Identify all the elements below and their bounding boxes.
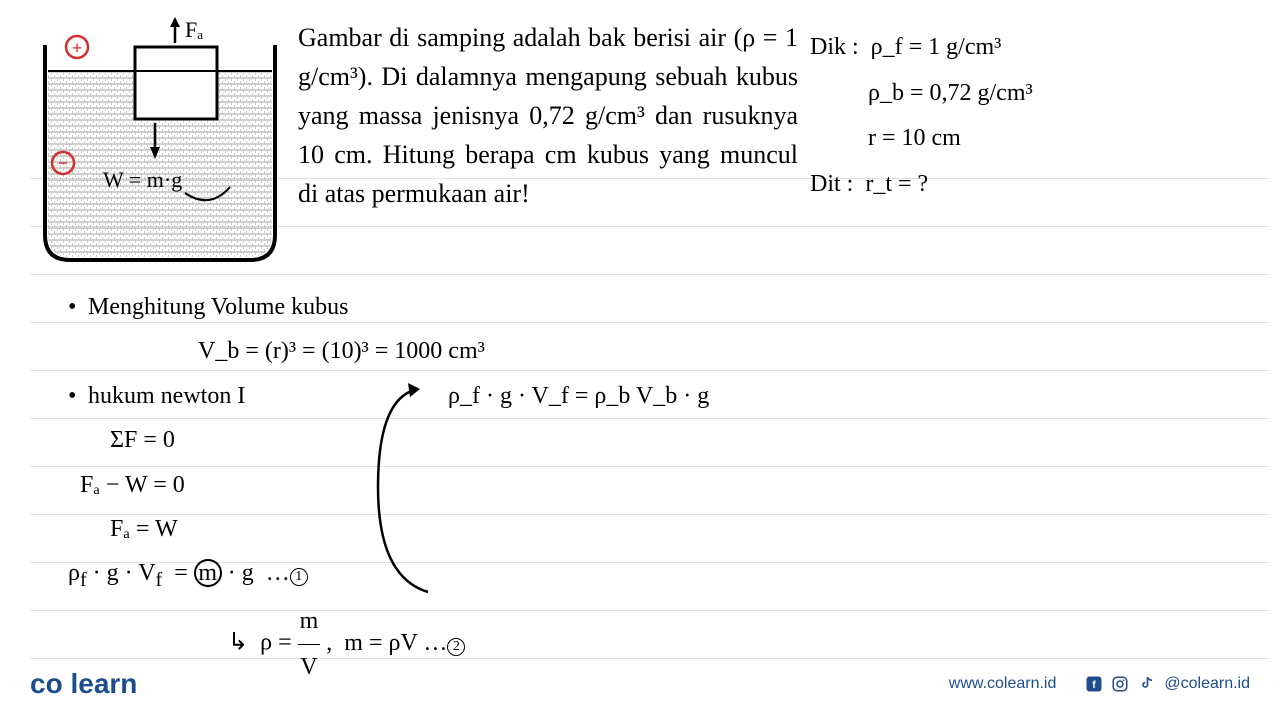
footer-url: www.colearn.id [949, 675, 1057, 693]
footer: co learn www.colearn.id f @colearn.id [30, 668, 1250, 700]
rho-b-value: ρ_b = 0,72 g/cm³ [868, 80, 1033, 106]
svg-text:Fₐ: Fₐ [185, 17, 203, 42]
solution-work: •Menghitung Volume kubus V_b = (r)³ = (1… [68, 285, 868, 689]
step1-equation: V_b = (r)³ = (10)³ = 1000 cm³ [198, 338, 485, 364]
question-value: r_t = ? [865, 171, 928, 197]
step2-title: hukum newton I [88, 383, 245, 409]
footer-handle: @colearn.id [1164, 675, 1250, 693]
rho-f-value: ρ_f = 1 g/cm³ [871, 34, 1002, 60]
fa-minus-w: Fₐ − W = 0 [80, 472, 185, 498]
problem-statement: Gambar di samping adalah bak berisi air … [298, 18, 798, 213]
brand-logo: co learn [30, 668, 137, 700]
derived-equation: ρ_f · g · V_f = ρ_b V_b · g [448, 374, 709, 418]
svg-text:−: − [58, 153, 68, 173]
logo-learn: learn [70, 668, 137, 699]
svg-text:+: + [72, 38, 82, 58]
fa-eq-w: Fₐ = W [110, 516, 178, 542]
facebook-icon: f [1084, 674, 1104, 694]
dik-label: Dik : [810, 34, 859, 60]
svg-text:f: f [1093, 679, 1097, 691]
dit-label: Dit : [810, 171, 853, 197]
connector-arrow [358, 377, 478, 607]
weight-label: W = m·g [103, 167, 182, 192]
given-values: Dik : ρ_f = 1 g/cm³ ρ_b = 0,72 g/cm³ r =… [810, 25, 1033, 207]
step1-title: Menghitung Volume kubus [88, 294, 348, 320]
edge-value: r = 10 cm [868, 125, 961, 151]
instagram-icon [1110, 674, 1130, 694]
tiktok-icon [1136, 674, 1156, 694]
sigma-f: ΣF = 0 [110, 427, 175, 453]
logo-co: co [30, 668, 63, 699]
physics-diagram: Fₐ + − W = m·g [35, 15, 295, 265]
